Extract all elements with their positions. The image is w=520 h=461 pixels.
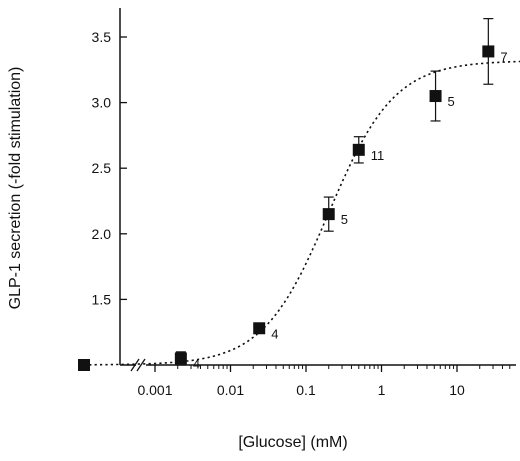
data-point: [482, 45, 495, 58]
fit-curve: [83, 60, 520, 366]
x-tick-label: 0.1: [296, 382, 316, 398]
y-axis-ticks: 1.5 2.0 2.5 3.0 3.5: [92, 29, 127, 307]
data-point: [322, 208, 335, 221]
y-tick-label: 1.5: [92, 291, 112, 307]
data-point: [429, 90, 442, 103]
y-tick-label: 2.0: [92, 226, 112, 242]
x-axis-label: [Glucose] (mM): [238, 434, 347, 451]
axis-break-mark: [130, 358, 146, 372]
y-tick-label: 2.5: [92, 160, 112, 176]
data-point: [253, 322, 266, 335]
data-point: [352, 143, 365, 156]
y-tick-label: 3.0: [92, 95, 112, 111]
n-label: 4: [271, 326, 278, 341]
x-tick-label: 0.001: [137, 382, 172, 398]
data-point-zero: [78, 359, 90, 371]
n-label: 7: [500, 49, 507, 64]
y-tick-label: 3.5: [92, 29, 112, 45]
x-axis-ticks: 0.001 0.01 0.1 1 10: [137, 365, 511, 398]
x-tick-label: 1: [378, 382, 386, 398]
n-label: 11: [371, 148, 385, 163]
y-axis-label: GLP-1 secretion (-fold stimulation): [7, 67, 24, 310]
data-points: 4 4 5 11 5 7: [78, 18, 508, 371]
x-tick-label: 10: [449, 382, 465, 398]
n-label: 4: [193, 356, 200, 371]
n-label: 5: [341, 212, 348, 227]
x-tick-label: 0.01: [217, 382, 244, 398]
n-label: 5: [448, 94, 455, 109]
data-point: [174, 352, 187, 365]
